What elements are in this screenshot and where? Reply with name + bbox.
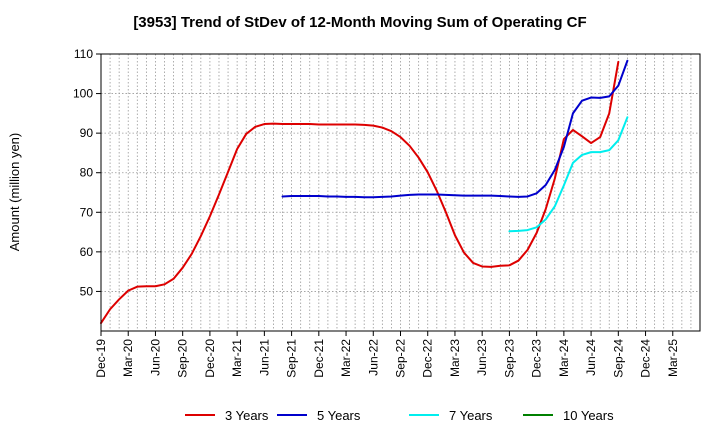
- legend-label-3-years: 3 Years: [225, 408, 269, 423]
- legend-label-7-years: 7 Years: [449, 408, 493, 423]
- x-tick-label: Mar-21: [230, 339, 244, 377]
- y-tick-label: 100: [73, 87, 93, 101]
- y-tick-label: 70: [80, 205, 94, 219]
- x-tick-label: Dec-20: [203, 339, 217, 378]
- x-tick-label: Jun-23: [475, 339, 489, 376]
- series-lines: [100, 59, 629, 325]
- chart-title: [3953] Trend of StDev of 12-Month Moving…: [133, 14, 587, 31]
- y-tick-label: 50: [80, 284, 94, 298]
- x-tick-label: Sep-22: [394, 339, 408, 378]
- legend-label-10-years: 10 Years: [563, 408, 614, 423]
- x-tick-label: Dec-24: [639, 339, 653, 378]
- x-tick-label: Sep-24: [611, 339, 625, 378]
- y-tick-label: 90: [80, 126, 94, 140]
- y-tick-label: 60: [80, 245, 94, 259]
- x-tick-label: Mar-23: [448, 339, 462, 377]
- x-tick-label: Jun-21: [257, 339, 271, 376]
- series-line-5-years: [281, 59, 629, 199]
- x-tick-label: Dec-21: [312, 339, 326, 378]
- x-tick-label: Sep-23: [502, 339, 516, 378]
- x-tick-label: Sep-21: [285, 339, 299, 378]
- series-line-7-years: [508, 116, 629, 233]
- x-tick-label: Sep-20: [176, 339, 190, 378]
- x-tick-label: Jun-24: [584, 339, 598, 376]
- x-tick-label: Mar-20: [121, 339, 135, 377]
- x-tick-label: Jun-22: [366, 339, 380, 376]
- x-tick-label: Dec-23: [530, 339, 544, 378]
- x-tick-label: Dec-19: [94, 339, 108, 378]
- grid-lines: [101, 54, 700, 331]
- legend: 3 Years 5 Years 7 Years 10 Years: [185, 408, 614, 423]
- y-tick-label: 110: [74, 47, 93, 61]
- legend-label-5-years: 5 Years: [317, 408, 361, 423]
- x-axis-ticks: Dec-19 Mar-20 Jun-20 Sep-20 Dec-20 Mar-21 Jun-…: [94, 331, 680, 378]
- x-tick-label: Jun-20: [148, 339, 162, 376]
- y-axis-label: Amount (million yen): [7, 133, 22, 252]
- y-axis-ticks: 50 60 70 80 90 100 110: [73, 47, 101, 298]
- series-line-3-years: [100, 60, 620, 325]
- y-tick-label: 80: [80, 166, 94, 180]
- x-tick-label: Mar-24: [557, 339, 571, 377]
- x-tick-label: Mar-25: [666, 339, 680, 377]
- x-tick-label: Dec-22: [421, 339, 435, 378]
- x-tick-label: Mar-22: [339, 339, 353, 377]
